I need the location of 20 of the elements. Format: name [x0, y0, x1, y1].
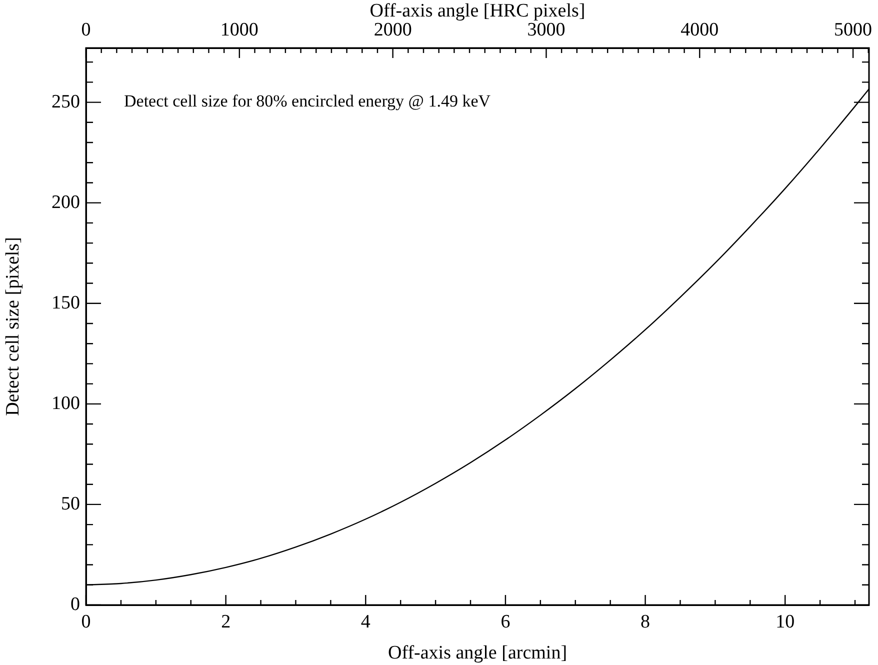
x2-tick-label: 1000	[220, 20, 258, 41]
x-axis-title: Off-axis angle [arcmin]	[388, 642, 568, 664]
x2-tick-label: 5000	[834, 20, 872, 41]
y-tick-label: 150	[52, 292, 80, 314]
y-axis-title: Detect cell size [pixels]	[2, 237, 24, 416]
y-tick-label: 250	[52, 91, 80, 112]
y-tick-label: 0	[70, 594, 80, 615]
x2-axis-title: Off-axis angle [HRC pixels]	[370, 0, 586, 22]
x2-tick-label: 4000	[680, 20, 719, 41]
x-tick-label: 4	[360, 611, 371, 632]
x2-tick-label: 2000	[374, 20, 412, 41]
x-tick-label: 2	[221, 611, 231, 632]
x-tick-label: 6	[500, 611, 510, 632]
y-tick-label: 100	[52, 392, 80, 414]
annotation: Detect cell size for 80% encircled energy @ 1.49 keV	[124, 91, 492, 110]
y-tick-label: 50	[61, 493, 80, 514]
x2-tick-label: 3000	[527, 20, 566, 41]
x-tick-label: 10	[776, 611, 795, 632]
x-tick-label: 8	[640, 611, 650, 632]
y-tick-label: 200	[52, 192, 80, 213]
